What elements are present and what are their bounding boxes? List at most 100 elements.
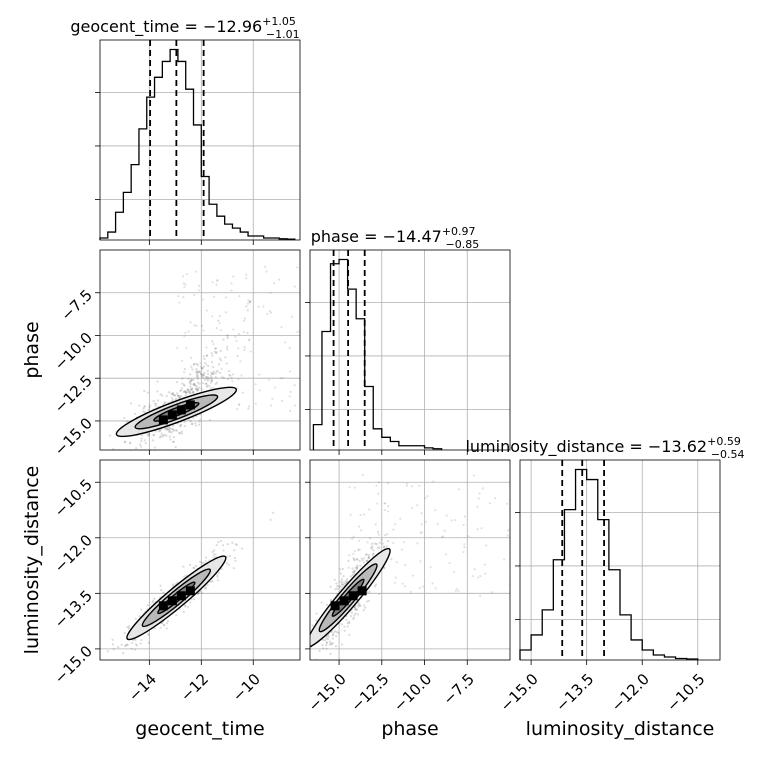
scatter-point xyxy=(220,359,223,362)
scatter-point xyxy=(363,557,366,560)
scatter-point xyxy=(161,394,164,397)
scatter-point xyxy=(330,630,333,634)
y-axis-label: luminosity_distance xyxy=(21,466,43,655)
scatter-point xyxy=(272,511,275,514)
scatter-point xyxy=(358,604,361,607)
scatter-point xyxy=(347,566,350,569)
scatter-point xyxy=(325,641,328,644)
scatter-point xyxy=(204,382,208,385)
scatter-point xyxy=(347,620,351,623)
scatter-point xyxy=(336,585,339,588)
scatter-point xyxy=(360,557,363,560)
scatter-point xyxy=(140,638,143,642)
scatter-point xyxy=(142,407,145,410)
scatter-point xyxy=(265,270,268,273)
scatter-point xyxy=(472,474,476,477)
scatter-point xyxy=(197,284,201,287)
scatter-point xyxy=(143,389,146,393)
scatter-point xyxy=(143,404,146,408)
scatter-point xyxy=(277,278,281,281)
scatter-point xyxy=(394,576,397,579)
scatter-point xyxy=(372,553,375,556)
y-tick-label: −10.5 xyxy=(51,476,96,521)
scatter-point xyxy=(288,347,291,350)
scatter-point xyxy=(138,404,141,407)
scatter-point xyxy=(124,644,127,647)
scatter-point xyxy=(210,379,213,383)
scatter-point xyxy=(212,387,215,390)
scatter-point xyxy=(348,633,351,636)
scatter-point xyxy=(279,377,282,380)
scatter-point xyxy=(179,423,182,426)
scatter-point xyxy=(471,575,474,578)
scatter-point xyxy=(463,546,466,549)
scatter-point xyxy=(237,377,240,381)
scatter-point xyxy=(185,272,188,276)
scatter-point xyxy=(192,363,196,366)
scatter-point xyxy=(183,390,186,393)
scatter-point xyxy=(186,606,189,609)
scatter-point xyxy=(485,544,488,547)
scatter-point xyxy=(377,492,380,495)
scatter-point xyxy=(257,305,260,308)
scatter-point xyxy=(365,560,369,563)
scatter-point xyxy=(162,591,165,594)
scatter-point xyxy=(189,382,192,386)
scatter-point xyxy=(156,390,159,393)
scatter-point xyxy=(182,371,186,374)
scatter-point xyxy=(180,432,183,435)
scatter-point xyxy=(216,579,219,582)
scatter-point xyxy=(380,538,383,541)
scatter-point xyxy=(200,561,203,564)
scatter-point xyxy=(478,492,481,495)
scatter-point xyxy=(199,362,202,365)
scatter-point xyxy=(159,626,162,629)
scatter-point xyxy=(123,440,126,444)
scatter-point xyxy=(134,643,138,646)
y-axis-label: phase xyxy=(21,321,43,378)
scatter-point xyxy=(258,373,261,376)
scatter-point xyxy=(192,383,195,386)
scatter-point xyxy=(238,403,241,407)
scatter-point xyxy=(229,554,232,558)
scatter-point xyxy=(178,425,182,428)
scatter-point xyxy=(188,391,191,395)
scatter-point xyxy=(217,540,220,544)
scatter-point xyxy=(183,335,186,338)
density-core xyxy=(330,601,340,611)
scatter-point xyxy=(215,381,219,384)
scatter-point xyxy=(333,631,336,634)
scatter-point xyxy=(348,486,351,489)
scatter-point xyxy=(127,627,130,630)
scatter-point xyxy=(197,289,200,292)
density-core xyxy=(357,586,367,596)
scatter-point xyxy=(236,407,239,411)
scatter-point xyxy=(166,428,169,431)
scatter-point xyxy=(201,367,204,370)
scatter-point xyxy=(402,541,405,544)
scatter-point xyxy=(202,374,205,377)
scatter-point xyxy=(357,539,361,542)
scatter-point xyxy=(346,625,349,628)
scatter-point xyxy=(325,643,328,647)
scatter-point xyxy=(216,575,219,578)
scatter-point xyxy=(318,649,321,653)
scatter-point xyxy=(194,384,197,387)
scatter-point xyxy=(467,535,470,538)
scatter-point xyxy=(117,646,120,649)
scatter-point xyxy=(366,559,369,562)
scatter-point xyxy=(490,591,493,594)
hist-phase-bg xyxy=(310,250,510,450)
scatter-point xyxy=(147,641,150,644)
density-core xyxy=(176,405,186,415)
scatter-point xyxy=(366,591,369,594)
scatter-point xyxy=(420,512,423,515)
scatter-point xyxy=(189,388,193,391)
scatter-point xyxy=(357,613,360,616)
scatter-point xyxy=(193,598,196,601)
hist-step xyxy=(99,48,296,240)
scatter-point xyxy=(243,348,246,352)
density-core xyxy=(185,400,195,410)
scatter-point xyxy=(153,402,157,405)
scatter-point xyxy=(334,588,337,591)
